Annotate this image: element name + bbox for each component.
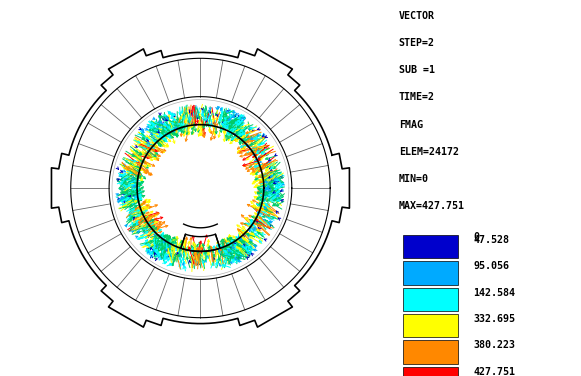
- Text: 380.223: 380.223: [473, 340, 515, 350]
- Text: MAX=427.751: MAX=427.751: [399, 201, 465, 211]
- Text: 142.584: 142.584: [473, 288, 515, 298]
- Text: SUB =1: SUB =1: [399, 65, 435, 76]
- Bar: [403, 261, 458, 285]
- Text: VECTOR: VECTOR: [399, 11, 435, 21]
- Bar: [403, 340, 458, 364]
- Bar: [403, 288, 458, 311]
- Text: 95.056: 95.056: [473, 261, 509, 271]
- Text: 332.695: 332.695: [473, 314, 515, 324]
- Bar: [403, 314, 458, 337]
- Text: STEP=2: STEP=2: [399, 38, 435, 49]
- Text: 427.751: 427.751: [473, 367, 515, 376]
- Text: TIME=2: TIME=2: [399, 92, 435, 103]
- Text: MIN=0: MIN=0: [399, 174, 429, 184]
- Text: FMAG: FMAG: [399, 120, 423, 130]
- Text: 0: 0: [473, 232, 479, 242]
- Bar: [403, 367, 458, 376]
- Text: ELEM=24172: ELEM=24172: [399, 147, 459, 157]
- Text: 47.528: 47.528: [473, 235, 509, 245]
- Bar: [403, 235, 458, 258]
